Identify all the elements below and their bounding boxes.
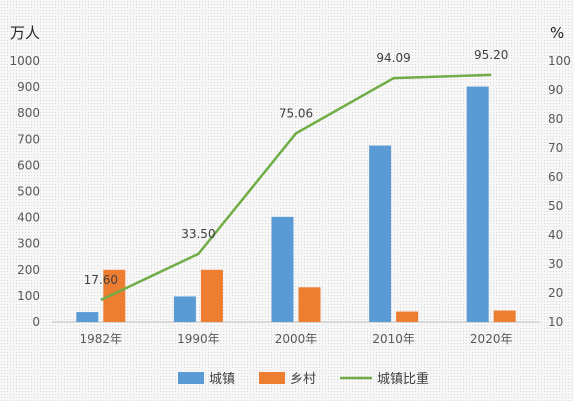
- x-tick-label: 2020年: [470, 332, 513, 346]
- urban-share-data-label: 95.20: [474, 48, 508, 62]
- x-tick-label: 1982年: [80, 332, 123, 346]
- y-right-tick-label: 40: [548, 228, 563, 242]
- y-left-tick-label: 1000: [9, 54, 40, 68]
- y-left-tick-label: 800: [17, 106, 40, 120]
- urban-share-data-label: 17.60: [84, 273, 118, 287]
- y-left-tick-label: 100: [17, 289, 40, 303]
- y-right-tick-label: 80: [548, 112, 563, 126]
- bar-urban-2: [271, 216, 294, 322]
- urban-share-data-label: 94.09: [376, 51, 410, 65]
- y-right-axis: 10 20 30 40 50 60 70 80 90 100: [548, 54, 571, 329]
- y-left-tick-label: 400: [17, 211, 40, 225]
- bar-urban-0: [76, 312, 99, 322]
- y-left-tick-label: 300: [17, 237, 40, 251]
- y-right-tick-label: 10: [548, 315, 563, 329]
- y-left-tick-label: 500: [17, 185, 40, 199]
- legend-label: 城镇比重: [377, 371, 429, 387]
- bar-urban-4: [466, 86, 489, 322]
- y-right-tick-label: 50: [548, 199, 563, 213]
- bars: [76, 86, 516, 322]
- bar-rural-1: [200, 269, 223, 322]
- bar-urban-1: [173, 296, 196, 322]
- legend-swatch: [259, 372, 285, 384]
- line-series: 17.60 33.50 75.06 94.09 95.20: [84, 48, 508, 302]
- y-left-tick-label: 600: [17, 158, 40, 172]
- y-right-unit: %: [550, 24, 564, 42]
- y-left-tick-label: 200: [17, 263, 40, 277]
- x-axis: 1982年 1990年 2000年 2010年 2020年: [80, 332, 513, 346]
- bar-rural-4: [493, 310, 516, 322]
- legend-swatch: [178, 372, 204, 384]
- y-right-tick-label: 20: [548, 286, 563, 300]
- y-right-tick-label: 70: [548, 141, 563, 155]
- bar-rural-3: [396, 311, 419, 322]
- legend-label: 城镇: [209, 372, 235, 387]
- x-tick-label: 2000年: [275, 332, 318, 346]
- bar-rural-0: [103, 269, 126, 322]
- y-right-tick-label: 30: [548, 257, 563, 271]
- y-right-tick-label: 90: [548, 83, 563, 97]
- y-left-tick-label: 700: [17, 132, 40, 146]
- urban-share-data-label: 33.50: [181, 227, 215, 241]
- bar-urban-3: [369, 145, 392, 322]
- urban-share-data-label: 75.06: [279, 106, 313, 120]
- y-left-tick-label: 0: [32, 315, 40, 329]
- legend-label: 乡村: [290, 372, 316, 387]
- bar-rural-2: [298, 287, 321, 322]
- y-left-axis: 0 100 200 300 400 500 600 700 800 900 1000: [9, 54, 40, 329]
- legend: 城镇 乡村 城镇比重: [178, 371, 429, 387]
- x-tick-label: 1990年: [177, 332, 220, 346]
- y-left-tick-label: 900: [17, 80, 40, 94]
- urban-share-line: [100, 73, 492, 302]
- y-left-unit: 万人: [10, 24, 40, 42]
- y-right-tick-label: 60: [548, 170, 563, 184]
- y-right-tick-label: 100: [548, 54, 571, 68]
- x-tick-label: 2010年: [372, 332, 415, 346]
